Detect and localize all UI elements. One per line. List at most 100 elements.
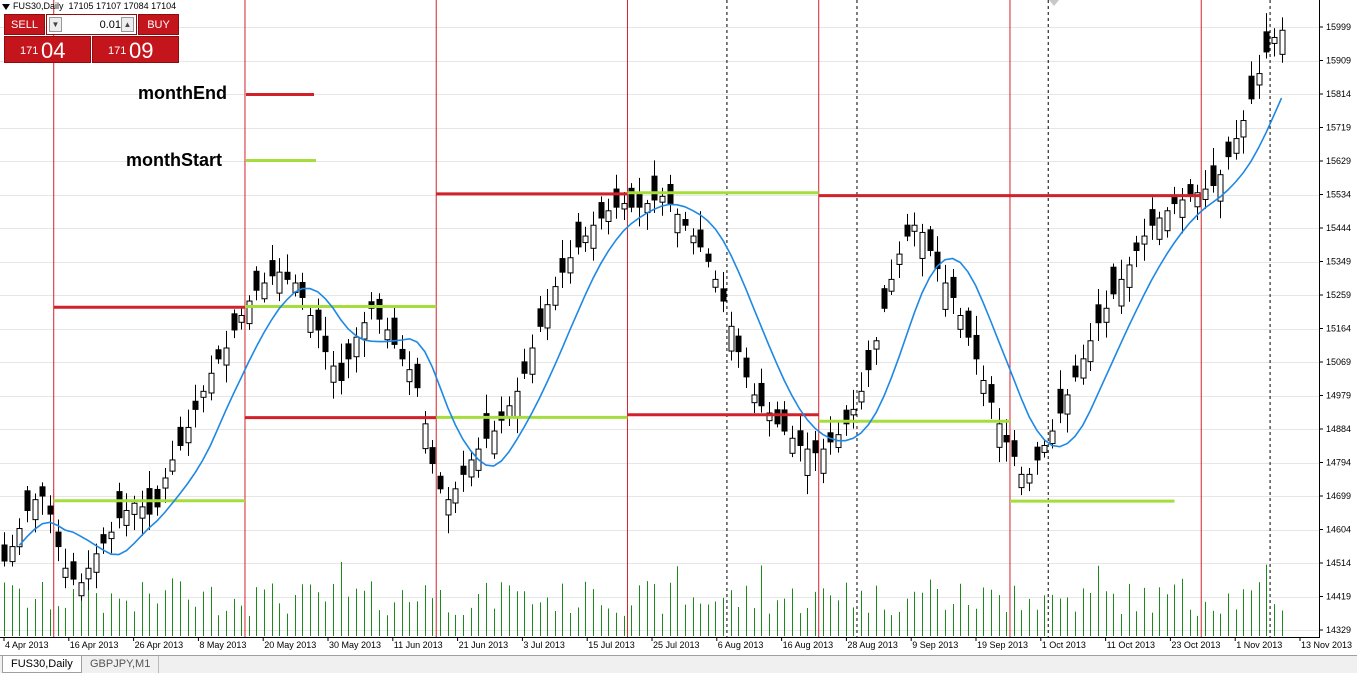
candle-body — [330, 365, 337, 383]
candle-body — [78, 582, 85, 597]
candle-body — [208, 372, 215, 394]
buy-button[interactable]: BUY — [138, 14, 179, 35]
price-chart[interactable]: 15999 15909 15814 15719 15629 15534 15444 15349… — [0, 0, 1357, 655]
candle-body — [1202, 188, 1209, 200]
candle-body — [491, 430, 498, 455]
candle-body — [62, 567, 69, 578]
candle-body — [483, 413, 490, 439]
time-tick-label: 28 Aug 2013 — [847, 640, 898, 650]
candle-body — [774, 409, 781, 425]
candle-body — [338, 362, 345, 381]
month-level-lines — [53, 191, 1202, 503]
candle-body — [720, 288, 727, 302]
candle-body — [70, 561, 77, 580]
candle-body — [1103, 307, 1110, 323]
candle-body — [621, 203, 628, 210]
time-tick-label: 9 Sep 2013 — [912, 640, 958, 650]
candle-body — [705, 253, 712, 262]
buy-price-button[interactable]: 171 09 — [92, 36, 179, 63]
candle-body — [1003, 435, 1010, 443]
candle-body — [888, 278, 895, 292]
lot-increase-button[interactable]: ▲ — [121, 17, 134, 32]
candle-body — [1271, 36, 1278, 44]
legend-month-start-label: monthStart — [126, 150, 222, 170]
candle-body — [514, 390, 521, 418]
candle-body — [39, 486, 46, 497]
price-tick-label: 15999 — [1326, 22, 1351, 32]
time-tick-label: 8 May 2013 — [199, 640, 246, 650]
time-axis-ticks: 4 Apr 2013 16 Apr 2013 26 Apr 2013 8 May 20… — [3, 637, 1352, 650]
tab-gbpjpy-m1[interactable]: GBPJPY,M1 — [82, 656, 160, 673]
price-tick-label: 15814 — [1326, 89, 1351, 99]
sell-button[interactable]: SELL — [4, 14, 45, 35]
candle-body — [1011, 440, 1018, 457]
candle-body — [690, 235, 697, 244]
candle-body — [108, 531, 115, 540]
candle-body — [1149, 209, 1156, 226]
candle-body — [1057, 388, 1064, 414]
candle-body — [24, 490, 31, 511]
lot-decrease-button[interactable]: ▼ — [49, 17, 62, 32]
moving-average-line — [18, 97, 1283, 556]
candle-body — [1126, 264, 1133, 288]
candle-body — [1026, 473, 1033, 484]
time-tick-label: 26 Apr 2013 — [135, 640, 184, 650]
candle-body — [1256, 73, 1263, 86]
candle-body — [445, 499, 452, 516]
candle-body — [1095, 304, 1102, 324]
candle-body — [1179, 199, 1186, 218]
candle-body — [636, 191, 643, 208]
candle-body — [345, 343, 352, 360]
candle-body — [1118, 278, 1125, 307]
candle-body — [1034, 446, 1041, 461]
candle-body — [812, 440, 819, 454]
candle-body — [200, 390, 207, 398]
price-axis-ticks: 15999 15909 15814 15719 15629 15534 15444 15349… — [1319, 22, 1351, 635]
candle-body — [192, 400, 199, 410]
candle-body — [950, 276, 957, 298]
candle-body — [139, 506, 146, 519]
time-tick-label: 6 Aug 2013 — [718, 640, 764, 650]
candle-body — [697, 229, 704, 248]
sell-price-pips: 04 — [41, 38, 66, 63]
candle-body — [674, 213, 681, 234]
sell-price-button[interactable]: 171 04 — [4, 36, 91, 63]
buy-price-prefix: 171 — [108, 45, 127, 57]
candle-body — [751, 394, 758, 404]
price-tick-label: 15719 — [1326, 123, 1351, 133]
candle-body — [843, 409, 850, 425]
price-tick-label: 14699 — [1326, 491, 1351, 501]
candle-body — [927, 229, 934, 252]
tab-fus30-daily[interactable]: FUS30,Daily — [2, 656, 82, 673]
candle-body — [1233, 138, 1240, 154]
candle-body — [100, 534, 107, 544]
price-tick-label: 15534 — [1326, 190, 1351, 200]
candle-body — [904, 224, 911, 237]
price-tick-label: 14419 — [1326, 592, 1351, 602]
chart-menu-icon[interactable] — [2, 3, 10, 10]
scroll-marker-icon[interactable] — [1049, 0, 1059, 6]
chart-window[interactable]: 15999 15909 15814 15719 15629 15534 15444 15349… — [0, 0, 1357, 655]
lot-size-input[interactable] — [65, 17, 123, 32]
candle-body — [123, 509, 130, 526]
candle-body — [789, 437, 796, 454]
candle-body — [307, 315, 314, 333]
candle-body — [414, 363, 421, 389]
candle-body — [858, 390, 865, 403]
candle-body — [613, 188, 620, 208]
price-tick-label: 15069 — [1326, 357, 1351, 367]
time-tick-label: 23 Oct 2013 — [1171, 640, 1220, 650]
candle-body — [766, 412, 773, 422]
candle-body — [865, 350, 872, 371]
candle-body — [215, 349, 222, 360]
candle-body — [223, 347, 230, 366]
candle-body — [154, 488, 161, 508]
candle-body — [1133, 242, 1140, 252]
grid-lines — [0, 27, 1319, 631]
candle-body — [965, 310, 972, 338]
time-tick-label: 30 May 2013 — [329, 640, 381, 650]
candle-body — [598, 202, 605, 219]
candle-body — [261, 282, 268, 300]
candle-body — [896, 253, 903, 265]
volume-histogram — [4, 561, 1283, 636]
